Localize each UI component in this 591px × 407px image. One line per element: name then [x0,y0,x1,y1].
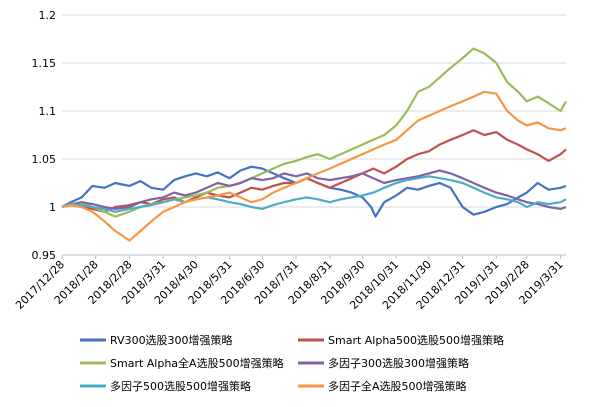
legend-label: 多因子300选股300增强策略 [328,356,469,370]
x-axis-ticks: 2017/12/282018/1/282018/2/282018/3/31201… [13,255,566,312]
y-axis-ticks: 0.95 1 1.05 1.1 1.15 1.2 [32,9,57,262]
legend-label: Smart Alpha全A选股500增强策略 [110,356,284,370]
y-tick-label: 1.1 [39,105,57,118]
legend-label: 多因子500选股500增强策略 [110,379,251,393]
y-tick-label: 0.95 [32,249,57,262]
y-tick-label: 1.15 [32,57,57,70]
series-lines [61,47,567,242]
legend-label: RV300选股300增强策略 [110,333,233,347]
series-line-2 [61,129,567,213]
series-line-4 [61,169,567,210]
y-tick-label: 1.2 [39,9,57,22]
gridlines [62,14,566,256]
legend: RV300选股300增强策略 Smart Alpha500选股500增强策略 Sma… [80,333,504,393]
y-tick-label: 1.05 [32,153,57,166]
legend-label: 多因子全A选股500增强策略 [328,379,467,393]
y-tick-label: 1 [49,201,56,214]
series-line-5 [61,175,567,213]
series-line-6 [61,90,567,242]
legend-label: Smart Alpha500选股500增强策略 [328,333,504,347]
